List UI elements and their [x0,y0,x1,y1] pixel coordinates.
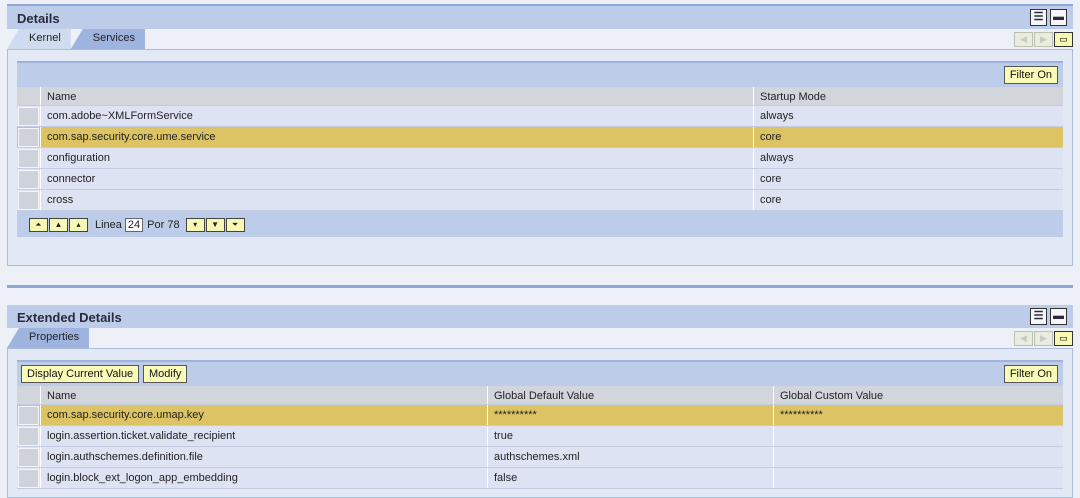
table-row[interactable]: login.block_ext_logon_app_embedding false [17,468,1063,489]
table-header: Name Startup Mode [17,87,1063,106]
personalize-icon[interactable]: ☰ [1030,308,1047,325]
page-up-icon[interactable]: ▲ [49,218,68,232]
row-selector[interactable] [18,107,39,126]
total-label: Por 78 [147,219,180,231]
table-cell: always [753,148,1063,168]
prev-tab-icon[interactable]: ◀ [1014,32,1033,47]
table-row[interactable]: cross core [17,190,1063,211]
first-page-icon[interactable]: ⏶ [29,218,48,232]
table-cell: core [753,127,1063,147]
table-row[interactable]: login.assertion.ticket.validate_recipien… [17,426,1063,447]
table-cell: login.block_ext_logon_app_embedding [40,468,487,488]
table-header: Name Global Default Value Global Custom … [17,386,1063,405]
table-cell: ********** [487,405,773,425]
table-cell: login.authschemes.definition.file [40,447,487,467]
last-page-icon[interactable]: ⏷ [225,218,245,232]
table-row[interactable]: configuration always [17,148,1063,169]
column-header-startup-mode[interactable]: Startup Mode [753,87,1063,105]
table-cell [773,426,1063,446]
table-cell: com.sap.security.core.umap.key [40,405,487,425]
column-header-global-default-value[interactable]: Global Default Value [487,386,773,404]
table-cell: false [487,468,773,488]
next-tab-icon[interactable]: ▶ [1034,331,1053,346]
extended-toolbar: Display Current Value Modify Filter On [17,360,1063,386]
row-selector[interactable] [18,191,39,210]
table-cell: authschemes.xml [487,447,773,467]
personalize-icon[interactable]: ☰ [1030,9,1047,26]
table-row[interactable]: com.sap.security.core.umap.key **********… [17,405,1063,426]
row-down-icon[interactable]: ▾ [185,218,205,232]
section-divider [7,4,1073,7]
table-cell [773,447,1063,467]
tab-services[interactable]: Services [70,29,145,49]
table-row[interactable]: com.adobe~XMLFormService always [17,106,1063,127]
filter-on-button[interactable]: Filter On [1003,66,1058,84]
row-selector[interactable] [18,149,39,168]
next-tab-icon[interactable]: ▶ [1034,32,1053,47]
tab-list-icon[interactable]: ▭ [1054,331,1073,346]
section-divider [7,285,1073,288]
table-cell: connector [40,169,753,189]
details-header: Details ☰ ▬ [7,6,1073,29]
row-selector[interactable] [18,448,39,467]
column-header-global-custom-value[interactable]: Global Custom Value [773,386,1063,404]
extended-tabs: Properties [7,328,90,348]
table-cell: configuration [40,148,753,168]
row-selector[interactable] [18,406,39,425]
line-label: Linea [95,219,122,231]
table-cell: login.assertion.ticket.validate_recipien… [40,426,487,446]
table-cell: always [753,106,1063,126]
prev-tab-icon[interactable]: ◀ [1014,331,1033,346]
row-selector[interactable] [18,170,39,189]
table-row[interactable]: com.sap.security.core.ume.service core [17,127,1063,148]
column-header-name[interactable]: Name [40,386,487,404]
tab-list-icon[interactable]: ▭ [1054,32,1073,47]
table-cell: true [487,426,773,446]
tab-kernel[interactable]: Kernel [7,29,71,49]
line-input[interactable]: 24 [124,218,144,232]
table-cell: com.sap.security.core.ume.service [40,127,753,147]
row-selector[interactable] [18,469,39,488]
minimize-icon[interactable]: ▬ [1050,9,1067,26]
table-row[interactable]: login.authschemes.definition.file authsch… [17,447,1063,468]
table-row[interactable]: connector core [17,169,1063,190]
details-title: Details [17,11,60,26]
row-up-icon[interactable]: ▴ [69,218,88,232]
modify-button[interactable]: Modify [143,365,188,383]
display-current-value-button[interactable]: Display Current Value [21,365,140,383]
column-header-name[interactable]: Name [40,87,753,105]
row-selector[interactable] [18,128,39,147]
table-cell [773,468,1063,488]
row-selector[interactable] [18,427,39,446]
page-down-icon[interactable]: ▼ [205,218,225,232]
table-cell: ********** [773,405,1063,425]
table-cell: com.adobe~XMLFormService [40,106,753,126]
details-tabs: Kernel Services [7,29,145,49]
details-toolbar: Filter On [17,61,1063,87]
tab-properties[interactable]: Properties [7,328,90,348]
filter-on-button[interactable]: Filter On [1003,365,1058,383]
table-cell: cross [40,190,753,210]
minimize-icon[interactable]: ▬ [1050,308,1067,325]
pager: ⏶ ▲ ▴ Linea 24 Por 78 ▾ ▼ ⏷ [17,211,1063,237]
extended-title: Extended Details [17,310,122,325]
table-cell: core [753,190,1063,210]
table-cell: core [753,169,1063,189]
extended-header: Extended Details ☰ ▬ [7,305,1073,328]
